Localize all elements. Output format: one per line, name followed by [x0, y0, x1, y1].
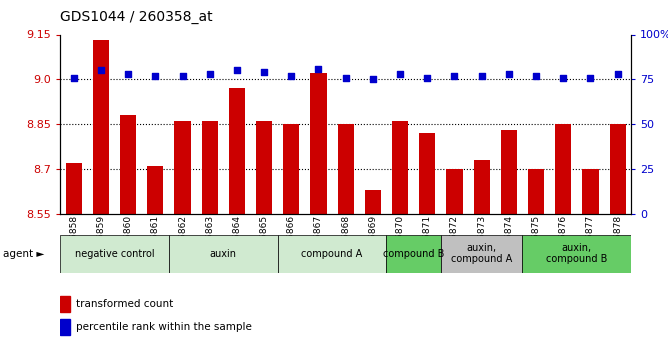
- Point: [259, 69, 269, 75]
- Point: [150, 73, 161, 79]
- Bar: [228, 88, 245, 214]
- Point: [367, 77, 378, 82]
- Bar: [60, 235, 169, 273]
- Point: [476, 73, 487, 79]
- Bar: [65, 163, 82, 214]
- Text: percentile rank within the sample: percentile rank within the sample: [76, 322, 252, 332]
- Point: [286, 73, 297, 79]
- Text: auxin,
compound A: auxin, compound A: [451, 243, 512, 264]
- Point: [177, 73, 188, 79]
- Bar: [528, 169, 544, 214]
- Point: [123, 71, 134, 77]
- Bar: [582, 169, 599, 214]
- Bar: [256, 121, 273, 214]
- Text: auxin,
compound B: auxin, compound B: [546, 243, 608, 264]
- Bar: [365, 190, 381, 214]
- Text: negative control: negative control: [75, 249, 154, 258]
- Text: GDS1044 / 260358_at: GDS1044 / 260358_at: [60, 10, 212, 24]
- Bar: [202, 121, 218, 214]
- Bar: [337, 124, 354, 214]
- Bar: [311, 73, 327, 214]
- Bar: [609, 124, 626, 214]
- Bar: [419, 133, 436, 214]
- Bar: [60, 319, 70, 335]
- Text: auxin: auxin: [210, 249, 236, 258]
- Point: [422, 75, 433, 80]
- Point: [558, 75, 568, 80]
- Point: [68, 75, 79, 80]
- Point: [613, 71, 623, 77]
- Bar: [555, 124, 571, 214]
- Bar: [474, 160, 490, 214]
- Bar: [278, 235, 387, 273]
- Bar: [60, 296, 70, 312]
- Bar: [392, 121, 408, 214]
- Text: agent ►: agent ►: [3, 249, 45, 258]
- Text: transformed count: transformed count: [76, 299, 174, 309]
- Point: [395, 71, 405, 77]
- Point: [585, 75, 596, 80]
- Point: [449, 73, 460, 79]
- Point: [232, 68, 242, 73]
- Point: [340, 75, 351, 80]
- Bar: [522, 235, 631, 273]
- Point: [96, 68, 106, 73]
- Bar: [446, 169, 463, 214]
- Point: [530, 73, 541, 79]
- Bar: [283, 124, 299, 214]
- Bar: [93, 40, 109, 214]
- Text: compound B: compound B: [383, 249, 444, 258]
- Bar: [501, 130, 517, 214]
- Bar: [120, 115, 136, 214]
- Point: [204, 71, 215, 77]
- Bar: [147, 166, 164, 214]
- Bar: [169, 235, 278, 273]
- Bar: [387, 235, 441, 273]
- Point: [504, 71, 514, 77]
- Bar: [174, 121, 190, 214]
- Bar: [441, 235, 522, 273]
- Point: [313, 66, 324, 71]
- Text: compound A: compound A: [301, 249, 363, 258]
